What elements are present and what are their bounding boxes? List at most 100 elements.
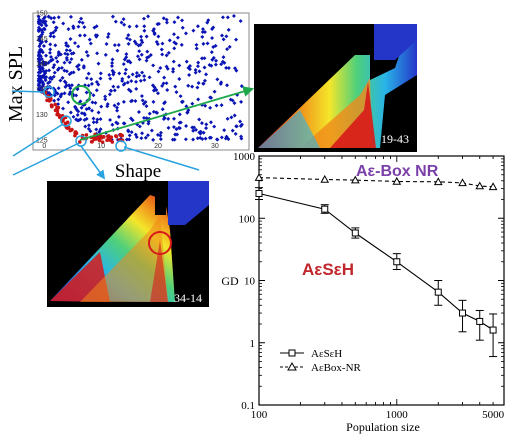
scatter-point: [155, 110, 160, 115]
scatter-point: [111, 84, 116, 89]
scatter-point: [84, 50, 89, 55]
link-lines: [11, 86, 255, 180]
scatter-point: [215, 137, 219, 142]
pareto-point: [53, 102, 58, 107]
scatter-point: [154, 88, 159, 93]
scatter-point: [108, 117, 113, 122]
scatter-point: [187, 73, 192, 77]
scatter-point: [125, 80, 130, 85]
pareto-point: [102, 135, 106, 139]
scatter-point: [91, 116, 96, 121]
scatter-point: [164, 81, 169, 86]
heatmap-2-label: 34-14: [174, 291, 202, 305]
scatter-point: [86, 71, 91, 76]
scatter-point: [116, 84, 121, 89]
scatter-point: [224, 65, 229, 70]
scatter-point: [173, 84, 178, 89]
scatter-point: [142, 77, 147, 82]
scatter-point: [196, 97, 201, 102]
scatter-y-axis-label: Max SPL: [5, 46, 27, 122]
scatter-point: [114, 120, 119, 125]
gd-y-tick-label: 10: [244, 276, 256, 288]
scatter-point: [136, 110, 141, 114]
scatter-point: [166, 116, 171, 121]
pareto-point: [90, 139, 94, 144]
scatter-point: [143, 100, 148, 105]
pareto-point: [73, 133, 77, 138]
scatter-point: [51, 65, 56, 70]
scatter-point: [46, 81, 51, 86]
scatter-point: [90, 100, 95, 105]
heatmap-1-label: 19-43: [381, 132, 409, 146]
scatter-point: [68, 86, 73, 91]
scatter-point: [71, 70, 76, 75]
pareto-point: [49, 103, 54, 107]
legend-entry-abox-nr: AεBox-NR: [311, 362, 362, 374]
scatter-point: [82, 111, 87, 116]
scatter-point: [62, 68, 67, 73]
gd-chart: 0.1 1 10 100 1000 100 1000 5000 GD Population s…: [221, 151, 505, 434]
scatter-point: [223, 136, 228, 141]
scatter-point: [129, 99, 134, 104]
scatter-point: [229, 115, 234, 120]
scatter-point: [162, 116, 167, 121]
scatter-point: [94, 88, 99, 93]
scatter-point: [66, 100, 71, 105]
scatter-point: [209, 95, 214, 100]
scatter-point: [177, 120, 182, 125]
scatter-point: [125, 36, 130, 41]
scatter-point: [171, 69, 175, 74]
scatter-point: [156, 91, 161, 96]
scatter-y-tick-label: 130: [36, 112, 48, 119]
scatter-point: [60, 75, 65, 80]
scatter-point: [203, 103, 208, 108]
scatter-point: [73, 105, 78, 110]
scatter-point: [74, 93, 79, 98]
heatmap-panel-2: 34-14: [47, 181, 209, 307]
scatter-point: [147, 111, 152, 116]
scatter-point: [103, 52, 108, 57]
scatter-point: [48, 42, 53, 47]
scatter-point: [200, 137, 205, 142]
scatter-panel: 125 130 135 140 145 150 0 10 20 30 Max SPL Shape: [5, 11, 250, 182]
scatter-point: [239, 99, 244, 104]
scatter-point: [151, 99, 156, 104]
scatter-point: [41, 43, 46, 48]
data-point: [488, 182, 498, 191]
scatter-point: [158, 137, 163, 142]
scatter-point: [139, 136, 144, 141]
data-point: [476, 317, 484, 325]
pareto-point: [65, 120, 70, 125]
scatter-point: [86, 126, 91, 131]
scatter-x-axis-label: Shape: [115, 161, 161, 182]
scatter-point: [219, 103, 224, 108]
scatter-point: [48, 50, 52, 55]
scatter-point: [230, 128, 235, 133]
scatter-point: [156, 69, 161, 74]
scatter-point: [140, 98, 145, 103]
scatter-point: [193, 70, 198, 75]
scatter-point: [49, 54, 54, 59]
scatter-point: [158, 65, 163, 70]
scatter-point: [204, 72, 209, 77]
scatter-point: [56, 97, 61, 102]
scatter-point: [38, 47, 43, 52]
scatter-point: [71, 114, 76, 119]
pareto-front: [42, 90, 125, 144]
scatter-point: [222, 128, 227, 133]
gd-y-tick-label: 100: [239, 213, 256, 225]
scatter-point: [127, 133, 132, 138]
scatter-point: [98, 71, 103, 76]
scatter-point: [82, 25, 87, 30]
scatter-point: [208, 105, 213, 110]
scatter-point: [77, 19, 82, 24]
data-point: [433, 177, 443, 186]
scatter-point: [197, 117, 202, 122]
scatter-point: [112, 88, 117, 93]
scatter-point: [147, 75, 152, 80]
scatter-point: [76, 118, 81, 123]
scatter-point: [86, 83, 91, 88]
scatter-point: [103, 97, 108, 102]
scatter-point: [48, 58, 53, 63]
scatter-point: [203, 136, 208, 141]
